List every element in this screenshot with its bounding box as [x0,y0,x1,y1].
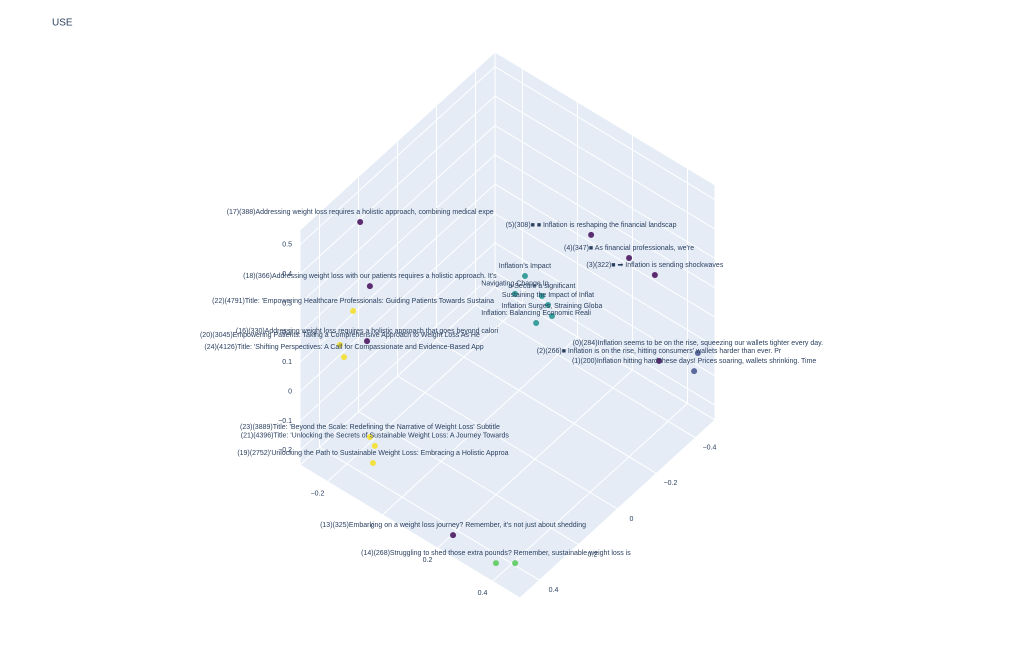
point-label: (2)(266)■ Inflation is on the rise, hitt… [537,348,782,355]
point-label: (22)(4791)Title: 'Empowering Healthcare … [212,298,494,305]
z-tick-label: 0.3 [282,300,292,307]
scene-points [336,219,701,567]
grid-line [494,213,716,347]
point-label: (4)(347)■ As financial professionals, we… [564,245,694,252]
point [341,354,348,361]
x-tick-label: 0 [371,524,375,531]
point [511,290,518,297]
point-label: (0)(284)Inflation seems to be on the ris… [573,340,824,347]
y-tick-label: −0.2 [664,480,678,487]
z-tick-label: −0.2 [278,447,292,454]
point-label: (18)(366)Addressing weight loss with our… [243,273,497,280]
point-label: (19)(2752)'Unlocking the Path to Sustain… [237,450,508,457]
point [691,368,698,375]
y-tick-label: −0.4 [703,445,717,452]
point [492,560,499,567]
grid-line [494,95,716,230]
z-tick-label: 0.5 [282,242,292,249]
grid-line [299,125,496,304]
y-tick-label: 0 [630,516,634,523]
point-label: Inflation's Impact [499,263,551,270]
grid-line [494,154,716,289]
z-tick-label: 0.4 [282,271,292,278]
grid-line [436,339,657,474]
point-label: (16)(330)Addressing weight loss requires… [236,328,499,335]
scene-walls [299,50,716,599]
point [512,560,519,567]
point [626,254,633,261]
grid-line [299,66,496,246]
grid-line [494,125,716,259]
point-label: (20)(3045)Empowering Patients: Taking a … [200,332,480,339]
grid-line [494,242,716,377]
y-tick-label: 0.2 [588,551,598,558]
x-tick-label: −0.2 [311,490,325,497]
point [369,460,376,467]
point-label: a Secure a significant [508,283,575,290]
point [548,312,555,319]
x-tick-label: 0.2 [423,557,433,564]
grid-line [475,304,696,439]
point-label: Inflation: Balancing Economic Reali [481,310,591,317]
point-label: Inflation Surges, Straining Globa [502,303,603,310]
grid-line [299,183,496,363]
point [521,272,528,279]
grid-line [494,183,716,318]
point-label: (1)(200)Inflation hitting hard these day… [572,358,816,365]
y-tick-label: 0.4 [549,587,559,594]
z-tick-label: 0 [288,388,292,395]
point [656,357,663,364]
point-label: (3)(322)■ ➡ Inflation is sending shockwa… [586,262,723,269]
point [538,292,545,299]
point [533,319,540,326]
point [450,532,457,539]
x-tick-label: 0.4 [478,590,488,597]
point-label: (17)(388)Addressing weight loss requires… [227,209,494,216]
chart-title: USE [52,18,73,29]
z-tick-label: 0.2 [282,330,292,337]
scene-labels: (17)(388)Addressing weight loss requires… [200,209,823,557]
point [364,338,371,345]
point [357,219,364,226]
point-label: (23)(3889)Title: 'Beyond the Scale: Rede… [240,424,500,431]
point-label: (21)(4396)Title: 'Unlocking the Secrets … [241,433,510,440]
point [366,433,373,440]
grid-line [397,375,618,510]
point [336,341,343,348]
point [651,271,658,278]
grid-line [299,213,496,392]
point-label: Sustaining the Impact of Inflat [502,292,594,299]
point-label: (13)(325)Embarking on a weight loss jour… [320,522,586,529]
point-label: (5)(308)■ ■ Inflation is reshaping the f… [506,222,677,229]
point-label: (14)(268)Struggling to shed those extra … [361,550,631,557]
point [588,231,595,238]
point [371,442,378,449]
grid-line [319,446,540,581]
grid-line [299,242,496,422]
grid-line [494,271,716,406]
z-tick-label: −0.1 [278,418,292,425]
scene-ticks: −0.2 0 0.2 0.4 −0.4 −0.2 0 0.2 0.4 −0.2 −0.1 0 0.1 0.… [278,242,716,598]
grid-line [494,66,716,201]
scene-grid [299,66,716,582]
grid-line [299,271,496,451]
point [366,283,373,290]
point-label: Navigating Change In [481,281,548,288]
wall-y [494,51,716,421]
point-label: (24)(4126)Title: 'Shifting Perspectives:… [204,344,483,351]
z-tick-label: 0.1 [282,359,292,366]
grid-line [358,411,579,546]
grid-line [299,95,496,275]
point [694,350,701,357]
point [545,301,552,308]
grid-line [299,154,496,334]
point [350,308,357,315]
